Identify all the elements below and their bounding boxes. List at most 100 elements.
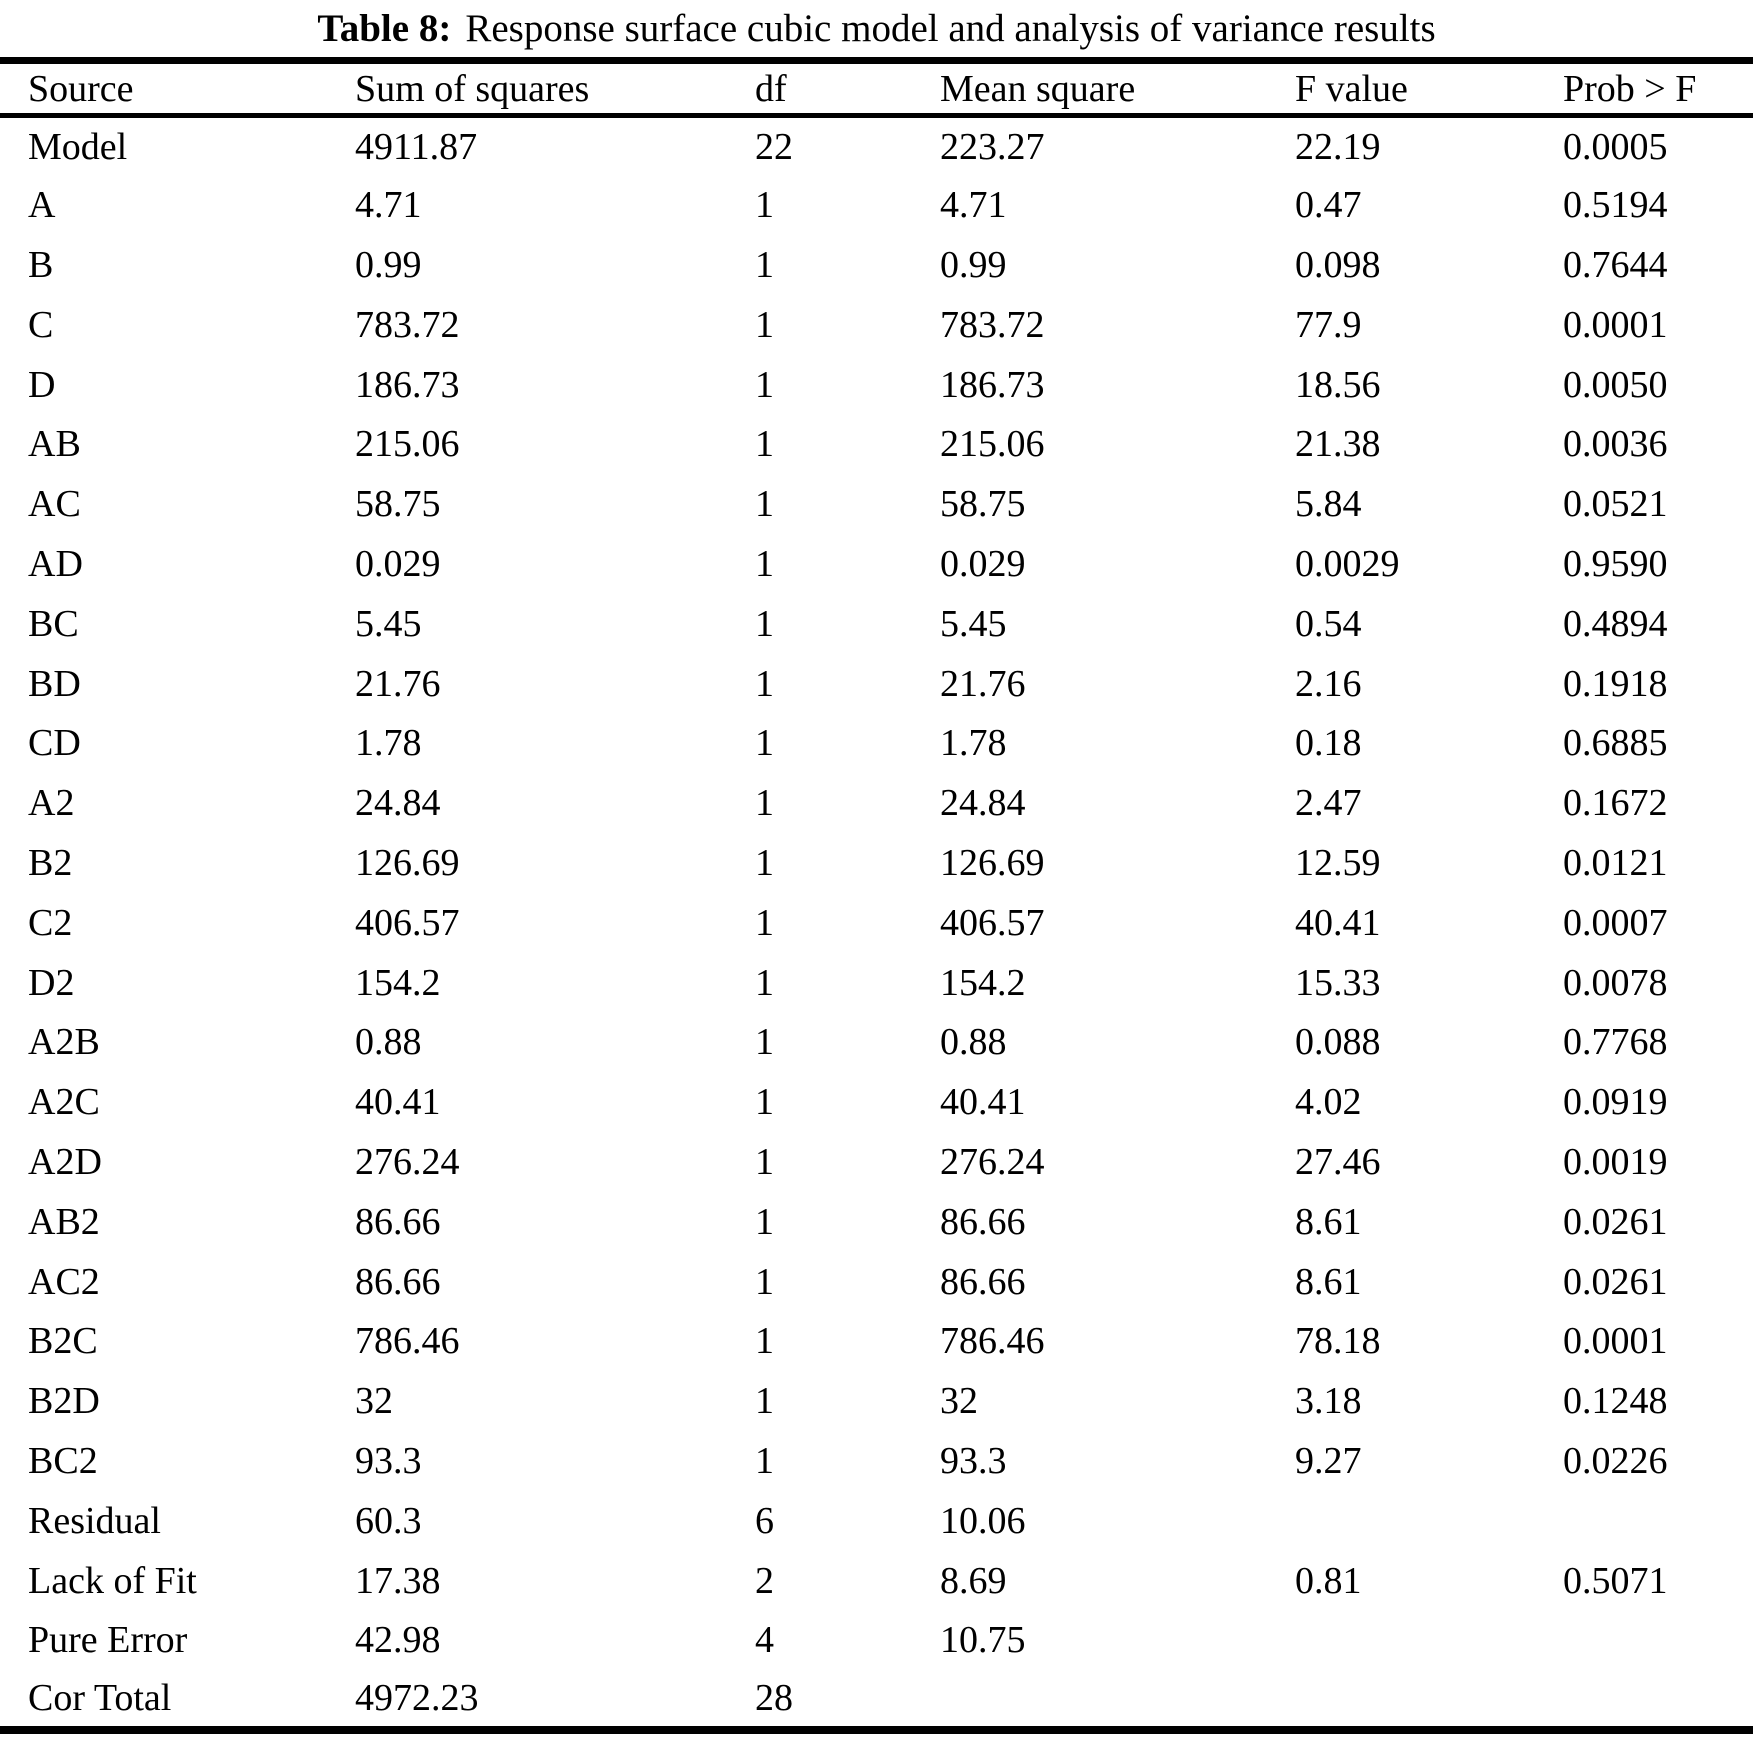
cell-mean-square: 86.66 — [940, 1200, 1026, 1243]
table-row: Residual 60.3 6 10.06 — [0, 1491, 1753, 1551]
table-row: Lack of Fit 17.38 2 8.69 0.81 0.5071 — [0, 1551, 1753, 1611]
cell-mean-square: 223.27 — [940, 125, 1045, 168]
cell-f-value: 22.19 — [1295, 125, 1381, 168]
column-header-f-value: F value — [1295, 67, 1408, 110]
table-body: Model 4911.87 22 223.27 22.19 0.0005 A 4.71 1 4.7… — [0, 116, 1753, 1731]
cell-mean-square: 86.66 — [940, 1260, 1026, 1303]
cell-mean-square: 783.72 — [940, 303, 1045, 346]
cell-sum-of-squares: 17.38 — [355, 1559, 441, 1602]
cell-prob-f: 0.1672 — [1563, 782, 1668, 825]
cell-f-value: 9.27 — [1295, 1439, 1362, 1482]
cell-df: 1 — [755, 961, 774, 1004]
cell-mean-square: 40.41 — [940, 1081, 1026, 1124]
cell-f-value: 5.84 — [1295, 483, 1362, 526]
cell-df: 1 — [755, 243, 774, 286]
cell-prob-f: 0.6885 — [1563, 722, 1668, 765]
cell-prob-f: 0.0005 — [1563, 125, 1668, 168]
cell-sum-of-squares: 1.78 — [355, 722, 422, 765]
table-caption: Table 8: Response surface cubic model and… — [0, 0, 1753, 57]
cell-df: 1 — [755, 901, 774, 944]
cell-df: 22 — [755, 125, 793, 168]
cell-df: 1 — [755, 483, 774, 526]
cell-sum-of-squares: 215.06 — [355, 423, 460, 466]
table-row: A 4.71 1 4.71 0.47 0.5194 — [0, 175, 1753, 235]
table-row: BC2 93.3 1 93.3 9.27 0.0226 — [0, 1431, 1753, 1491]
cell-mean-square: 0.99 — [940, 243, 1007, 286]
cell-prob-f: 0.0121 — [1563, 841, 1668, 884]
cell-f-value: 15.33 — [1295, 961, 1381, 1004]
cell-f-value — [1295, 1610, 1563, 1670]
cell-sum-of-squares: 154.2 — [355, 961, 441, 1004]
cell-df: 1 — [755, 602, 774, 645]
cell-df: 1 — [755, 1260, 774, 1303]
cell-source: A2 — [28, 782, 75, 825]
cell-f-value: 0.098 — [1295, 243, 1381, 286]
cell-mean-square: 10.75 — [940, 1619, 1026, 1662]
cell-prob-f: 0.0001 — [1563, 1320, 1668, 1363]
cell-prob-f: 0.5194 — [1563, 184, 1668, 227]
cell-source: A2C — [28, 1081, 100, 1124]
cell-f-value: 0.0029 — [1295, 542, 1400, 585]
cell-f-value: 0.47 — [1295, 184, 1362, 227]
cell-source: Lack of Fit — [28, 1559, 197, 1602]
table-row: AB2 86.66 1 86.66 8.61 0.0261 — [0, 1192, 1753, 1252]
cell-prob-f: 0.0007 — [1563, 901, 1668, 944]
cell-mean-square: 5.45 — [940, 602, 1007, 645]
cell-prob-f: 0.0521 — [1563, 483, 1668, 526]
table-row: A2 24.84 1 24.84 2.47 0.1672 — [0, 773, 1753, 833]
table-row: AC2 86.66 1 86.66 8.61 0.0261 — [0, 1252, 1753, 1312]
cell-sum-of-squares: 406.57 — [355, 901, 460, 944]
table-row: B2C 786.46 1 786.46 78.18 0.0001 — [0, 1311, 1753, 1371]
column-header-source: Source — [28, 67, 134, 110]
cell-df: 1 — [755, 1200, 774, 1243]
cell-sum-of-squares: 86.66 — [355, 1200, 441, 1243]
cell-sum-of-squares: 32 — [355, 1380, 393, 1423]
cell-mean-square: 215.06 — [940, 423, 1045, 466]
cell-df: 2 — [755, 1559, 774, 1602]
column-header-mean-square: Mean square — [940, 67, 1136, 110]
cell-prob-f: 0.0050 — [1563, 363, 1668, 406]
cell-source: AB2 — [28, 1200, 100, 1243]
cell-df: 1 — [755, 1140, 774, 1183]
cell-mean-square: 0.88 — [940, 1021, 1007, 1064]
cell-mean-square: 32 — [940, 1380, 978, 1423]
cell-sum-of-squares: 4911.87 — [355, 125, 478, 168]
cell-df: 1 — [755, 1021, 774, 1064]
cell-df: 1 — [755, 423, 774, 466]
table-caption-number: Table 8: — [317, 7, 452, 50]
cell-prob-f: 0.1918 — [1563, 662, 1668, 705]
table-row: D 186.73 1 186.73 18.56 0.0050 — [0, 355, 1753, 415]
cell-prob-f: 0.0919 — [1563, 1081, 1668, 1124]
cell-mean-square: 0.029 — [940, 542, 1026, 585]
cell-f-value — [1295, 1670, 1563, 1730]
cell-mean-square: 58.75 — [940, 483, 1026, 526]
cell-f-value: 8.61 — [1295, 1200, 1362, 1243]
cell-f-value: 2.47 — [1295, 782, 1362, 825]
cell-df: 1 — [755, 841, 774, 884]
cell-source: Model — [28, 125, 128, 168]
cell-sum-of-squares: 4.71 — [355, 184, 422, 227]
cell-mean-square: 276.24 — [940, 1140, 1045, 1183]
cell-mean-square: 4.71 — [940, 184, 1007, 227]
cell-df: 1 — [755, 722, 774, 765]
cell-f-value: 0.54 — [1295, 602, 1362, 645]
cell-f-value: 18.56 — [1295, 363, 1381, 406]
cell-sum-of-squares: 276.24 — [355, 1140, 460, 1183]
cell-mean-square: 126.69 — [940, 841, 1045, 884]
cell-df: 1 — [755, 303, 774, 346]
header-row: Source Sum of squares df Mean square F v… — [0, 61, 1753, 116]
cell-prob-f: 0.1248 — [1563, 1380, 1668, 1423]
cell-mean-square: 8.69 — [940, 1559, 1007, 1602]
table-row: A2C 40.41 1 40.41 4.02 0.0919 — [0, 1072, 1753, 1132]
cell-sum-of-squares: 5.45 — [355, 602, 422, 645]
cell-source: B2D — [28, 1380, 100, 1423]
cell-mean-square: 93.3 — [940, 1439, 1007, 1482]
table-row: AC 58.75 1 58.75 5.84 0.0521 — [0, 474, 1753, 534]
table-row: BC 5.45 1 5.45 0.54 0.4894 — [0, 594, 1753, 654]
table-row: B2 126.69 1 126.69 12.59 0.0121 — [0, 833, 1753, 893]
cell-sum-of-squares: 783.72 — [355, 303, 460, 346]
cell-f-value: 0.18 — [1295, 722, 1362, 765]
cell-source: D — [28, 363, 56, 406]
table-row: C 783.72 1 783.72 77.9 0.0001 — [0, 295, 1753, 355]
